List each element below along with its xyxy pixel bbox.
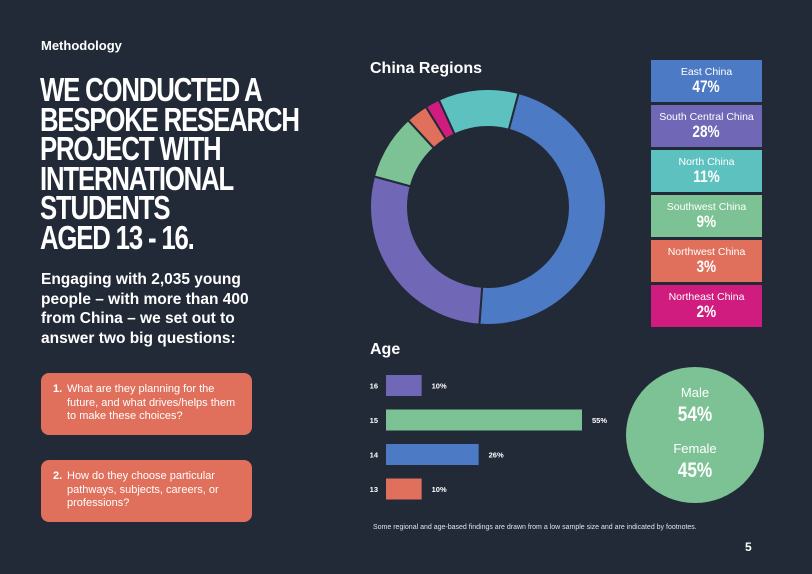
donut-slice-south-central-china <box>369 175 484 326</box>
question-box-2: 2. How do they choose particular pathway… <box>41 460 252 522</box>
footnote: Some regional and age-based findings are… <box>373 524 697 531</box>
legend-value: 3% <box>696 257 717 276</box>
headline-line: PROJECT WITH <box>40 130 222 167</box>
age-chart-title: Age <box>370 341 401 358</box>
age-bar-13 <box>386 478 422 500</box>
male-label: Male <box>680 385 710 400</box>
donut-slice-east-china <box>478 91 607 326</box>
headline-line: STUDENTS <box>40 189 171 226</box>
headline-line: AGED 13 - 16. <box>40 218 195 256</box>
legend-value: 2% <box>696 302 717 321</box>
headline-line: INTERNATIONAL <box>40 159 234 197</box>
legend-label: Northwest China <box>667 246 746 258</box>
legend-value: 47% <box>692 77 721 96</box>
age-tick-label: 16 <box>370 382 378 391</box>
age-tick-label: 13 <box>370 485 378 494</box>
headline-line: BESPOKE RESEARCH <box>40 100 300 138</box>
age-bar-15 <box>386 409 582 431</box>
female-label: Female <box>673 441 717 456</box>
question-number: 1. <box>53 383 63 395</box>
legend-label: East China <box>680 66 733 78</box>
legend-item-south-central-china: South Central China 28% <box>651 105 762 147</box>
legend-value: 28% <box>692 122 721 141</box>
regions-chart-title: China Regions <box>370 60 483 77</box>
regions-donut-chart <box>369 88 607 326</box>
headline-line: WE CONDUCTED A <box>40 71 263 108</box>
question-number: 2. <box>53 470 63 482</box>
age-tick-label: 14 <box>370 451 379 460</box>
age-tick-label: 15 <box>370 416 378 425</box>
legend-item-north-china: North China 11% <box>651 150 762 192</box>
age-bar-chart: 16 10% 15 55% 14 26% 13 10% <box>370 375 607 500</box>
donut-slice-north-china <box>437 88 520 136</box>
age-bar-14 <box>386 444 479 465</box>
page-number: 5 <box>745 540 752 554</box>
legend-item-southwest-china: Southwest China 9% <box>651 195 762 237</box>
legend-label: North China <box>678 156 735 168</box>
legend-label: South Central China <box>659 111 754 123</box>
age-bar-16 <box>386 375 422 396</box>
legend-item-east-china: East China 47% <box>651 60 762 102</box>
age-bar-value-label: 10% <box>432 382 447 391</box>
legend-value: 11% <box>693 167 720 186</box>
regions-legend: East China 47% South Central China 28% North… <box>651 60 762 330</box>
headline: WE CONDUCTED A BESPOKE RESEARCH PROJECT … <box>40 71 300 256</box>
legend-item-northeast-china: Northeast China 2% <box>651 285 762 327</box>
question-box-1: 1. What are they planning for the future… <box>41 373 252 435</box>
age-bar-value-label: 55% <box>592 416 607 425</box>
gender-circle: Male 54% Female 45% <box>626 367 764 503</box>
age-bar-value-label: 10% <box>432 485 447 494</box>
female-value: 45% <box>677 459 713 482</box>
question-text: How do they choose particular pathways, … <box>67 470 219 509</box>
section-label: Methodology <box>41 38 122 53</box>
age-bar-value-label: 26% <box>489 451 504 460</box>
intro-text: Engaging with 2,035 young people – with … <box>41 271 249 347</box>
legend-item-northwest-china: Northwest China 3% <box>651 240 762 282</box>
male-value: 54% <box>677 403 713 426</box>
legend-label: Southwest China <box>666 201 747 213</box>
legend-value: 9% <box>696 212 717 231</box>
question-text: What are they planning for the future, a… <box>67 383 236 422</box>
legend-label: Northeast China <box>668 291 745 303</box>
